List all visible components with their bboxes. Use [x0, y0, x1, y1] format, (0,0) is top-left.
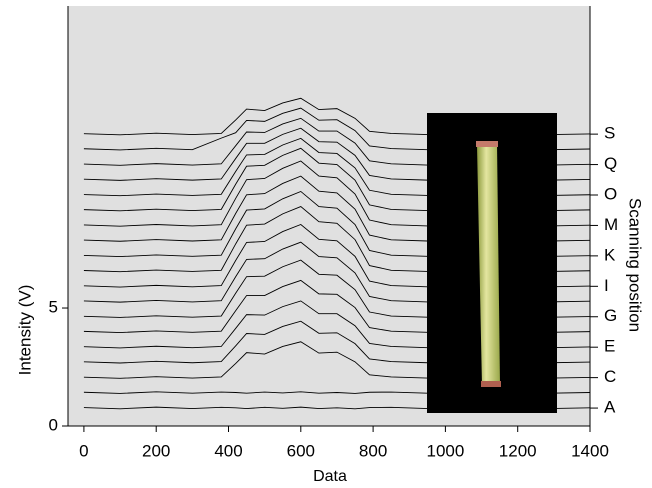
x-axis-label: Data	[313, 468, 347, 485]
y2-tick-label: K	[604, 245, 616, 264]
y-tick-label: 0	[49, 415, 58, 434]
y-tick-label: 5	[49, 298, 58, 317]
y2-tick-label: M	[604, 215, 618, 234]
stem	[477, 143, 500, 386]
y2-tick-label: I	[604, 276, 609, 295]
x-tick-label: 1400	[571, 441, 609, 460]
stem-top	[476, 141, 498, 147]
inset-photo	[427, 113, 557, 413]
x-tick-label: 800	[359, 441, 387, 460]
x-tick-label: 200	[142, 441, 170, 460]
x-tick-label: 0	[79, 441, 88, 460]
x-tick-label: 600	[287, 441, 315, 460]
y2-tick-label: A	[604, 398, 616, 417]
y2-axis-label: Scanning position	[626, 198, 645, 332]
stem-bottom	[481, 381, 501, 387]
x-tick-label: 1000	[426, 441, 464, 460]
y-axis-label: Intensity (V)	[15, 285, 34, 376]
x-tick-label: 1200	[499, 441, 537, 460]
y2-tick-label: Q	[604, 154, 617, 173]
x-tick-label: 400	[214, 441, 242, 460]
y2-tick-label: G	[604, 306, 617, 325]
y2-tick-label: S	[604, 124, 615, 143]
y2-tick-label: O	[604, 184, 617, 203]
y2-tick-label: E	[604, 337, 615, 356]
y2-tick-label: C	[604, 367, 616, 386]
